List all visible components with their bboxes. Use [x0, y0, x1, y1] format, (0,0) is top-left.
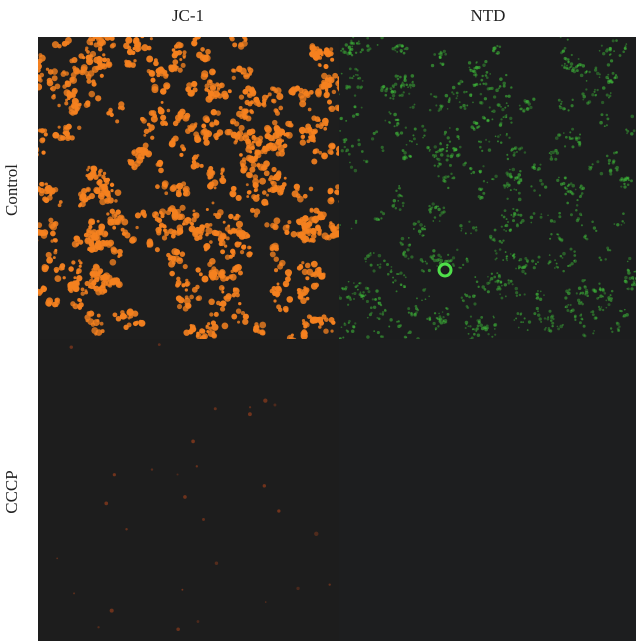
control-ntd-image: [339, 37, 636, 339]
row-label-control: Control: [2, 164, 21, 216]
panel-cccp-jc1: [38, 339, 339, 641]
cccp-jc1-image: [56, 343, 331, 632]
row-label-cccp: CCCP: [2, 470, 21, 514]
panel-cccp-ntd: [339, 339, 636, 641]
cccp-ntd-image: [339, 339, 636, 641]
panel-control-ntd: [339, 37, 636, 339]
microscopy-grid: [38, 37, 636, 641]
control-jc1-image: [38, 37, 339, 339]
column-label-jc1: JC-1: [171, 6, 205, 25]
column-label-ntd: NTD: [470, 6, 506, 25]
panel-control-jc1: [38, 37, 339, 339]
